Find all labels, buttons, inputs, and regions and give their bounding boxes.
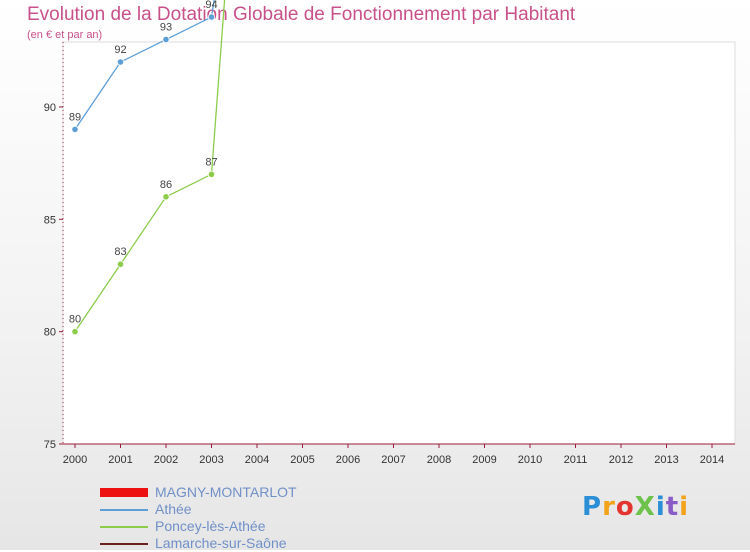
legend-item: Lamarche-sur-Saône bbox=[100, 535, 360, 552]
x-tick-label: 2011 bbox=[564, 454, 588, 466]
data-label: 87 bbox=[205, 156, 217, 168]
plot-area bbox=[62, 41, 736, 445]
x-tick-label: 2001 bbox=[108, 454, 132, 466]
logo-letter: X bbox=[634, 492, 656, 522]
data-label: 86 bbox=[160, 179, 172, 191]
legend-item: Athée bbox=[100, 501, 360, 518]
data-label: 80 bbox=[69, 314, 81, 326]
y-tick-label: 95 bbox=[44, 0, 56, 2]
legend: MAGNY-MONTARLOT Athée Poncey-lès-Athée Lama… bbox=[100, 484, 360, 552]
x-tick-label: 2013 bbox=[654, 454, 678, 466]
logo-letter: r bbox=[602, 492, 616, 522]
data-point bbox=[71, 125, 79, 134]
data-point bbox=[116, 260, 125, 268]
chart-title: Evolution de la Dotation Globale de Fonc… bbox=[27, 4, 576, 25]
x-tick-label: 2014 bbox=[700, 454, 724, 466]
legend-swatch bbox=[100, 488, 148, 497]
data-label: 92 bbox=[114, 44, 126, 56]
x-tick-label: 2008 bbox=[427, 454, 451, 466]
legend-label: Poncey-lès-Athée bbox=[155, 518, 266, 534]
data-label: 94 bbox=[205, 0, 217, 11]
data-point bbox=[207, 13, 216, 21]
data-point bbox=[162, 35, 170, 44]
data-label: 83 bbox=[114, 246, 126, 258]
x-tick-label: 2006 bbox=[336, 454, 360, 466]
y-tick-label: 90 bbox=[44, 102, 56, 114]
data-point bbox=[116, 58, 125, 66]
x-tick-label: 2012 bbox=[609, 454, 633, 466]
data-point bbox=[162, 193, 170, 201]
legend-label: MAGNY-MONTARLOT bbox=[155, 484, 297, 500]
legend-swatch bbox=[100, 509, 148, 511]
data-label: 89 bbox=[69, 111, 81, 123]
x-tick-label: 2005 bbox=[290, 454, 314, 466]
data-point bbox=[71, 328, 79, 336]
x-tick-label: 2007 bbox=[381, 454, 405, 466]
x-tick-label: 2000 bbox=[63, 454, 87, 466]
legend-label: Lamarche-sur-Saône bbox=[155, 535, 287, 551]
legend-item: Poncey-lès-Athée bbox=[100, 518, 360, 535]
data-point bbox=[207, 170, 216, 178]
logo-letter: i bbox=[679, 492, 690, 522]
series-line bbox=[74, 0, 215, 131]
y-tick-label: 80 bbox=[44, 327, 56, 339]
x-tick-label: 2010 bbox=[518, 454, 542, 466]
x-tick-label: 2002 bbox=[154, 454, 178, 466]
series-line bbox=[74, 0, 226, 333]
x-tick-label: 2003 bbox=[199, 454, 223, 466]
logo-letter: P bbox=[582, 492, 603, 522]
data-label: 93 bbox=[160, 22, 172, 34]
proxiti-logo: ProXiti bbox=[582, 492, 689, 522]
y-tick-label: 85 bbox=[44, 214, 56, 226]
legend-item: MAGNY-MONTARLOT bbox=[100, 484, 360, 501]
logo-letter: i bbox=[655, 492, 666, 522]
legend-label: Athée bbox=[155, 501, 192, 517]
legend-swatch bbox=[100, 526, 148, 528]
chart-subtitle: (en € et par an) bbox=[27, 29, 103, 41]
x-tick-label: 2009 bbox=[472, 454, 496, 466]
logo-letter: t bbox=[665, 492, 680, 522]
legend-swatch bbox=[100, 543, 148, 545]
x-tick-label: 2004 bbox=[245, 454, 269, 466]
logo-letter: o bbox=[615, 492, 635, 522]
y-tick-label: 75 bbox=[44, 439, 56, 451]
